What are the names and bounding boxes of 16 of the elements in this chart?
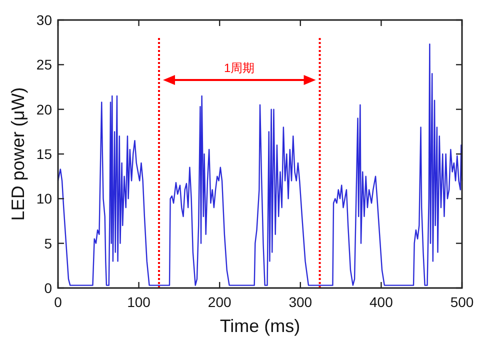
x-tick-label: 500 — [450, 294, 474, 310]
y-tick-label: 20 — [36, 101, 52, 118]
y-tick-label: 0 — [44, 280, 52, 296]
y-axis-title: LED power (μW) — [8, 87, 28, 221]
y-tick-label: 5 — [44, 235, 52, 252]
x-tick-label: 100 — [127, 294, 151, 310]
x-axis-title: Time (ms) — [220, 316, 300, 336]
x-tick-label: 300 — [288, 294, 312, 310]
x-tick-label: 200 — [208, 294, 232, 310]
y-tick-label: 25 — [36, 56, 52, 73]
annotation: 1周期 — [224, 61, 255, 75]
y-tick-label: 10 — [36, 190, 52, 207]
y-tick-label: 30 — [36, 12, 52, 28]
x-tick-label: 400 — [370, 294, 394, 310]
x-tick-label: 0 — [54, 294, 62, 310]
y-tick-label: 15 — [36, 146, 52, 162]
